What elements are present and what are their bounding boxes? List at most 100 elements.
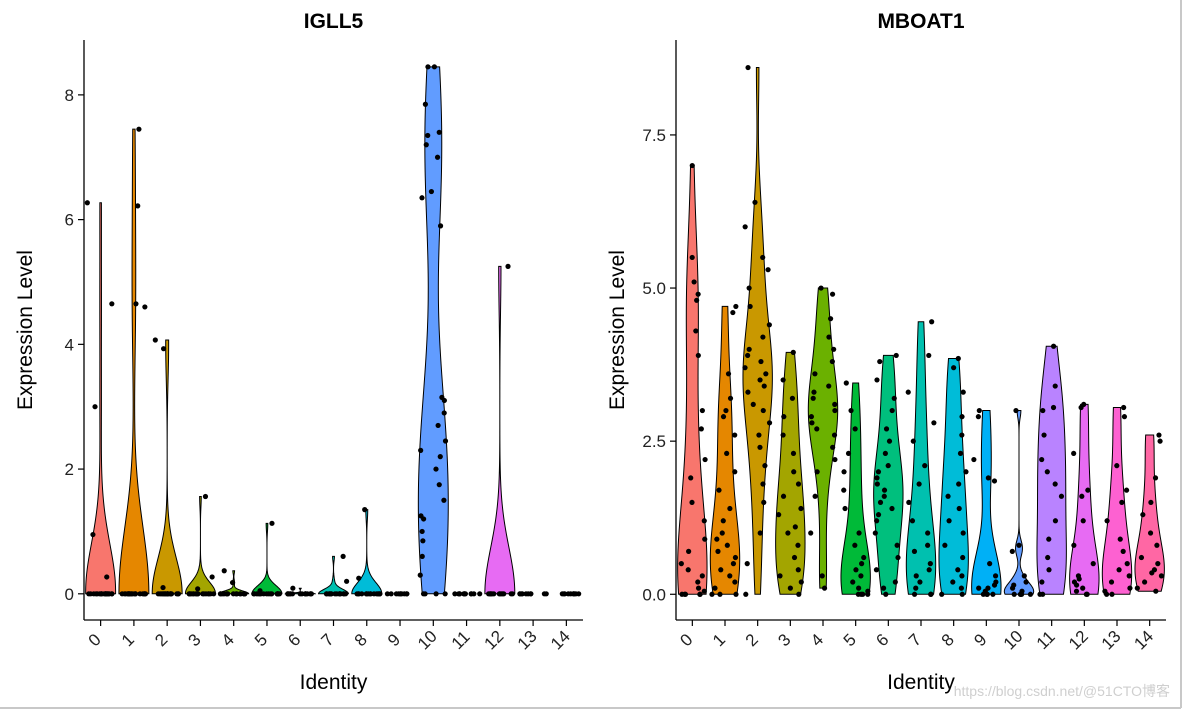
- data-point: [841, 487, 847, 493]
- data-point: [418, 447, 424, 453]
- data-point: [195, 591, 201, 597]
- data-point: [1058, 493, 1065, 499]
- data-point: [723, 407, 729, 414]
- data-point: [404, 591, 410, 597]
- x-tick-label: 1: [709, 630, 729, 650]
- data-point: [975, 414, 981, 420]
- data-point: [889, 407, 895, 414]
- data-point: [388, 591, 394, 597]
- data-point: [1109, 591, 1115, 597]
- data-point: [1073, 588, 1080, 594]
- data-point: [174, 591, 180, 597]
- data-point: [762, 463, 768, 469]
- data-point: [1149, 570, 1155, 576]
- data-point: [425, 132, 431, 139]
- data-point: [1147, 530, 1154, 536]
- data-point: [829, 291, 836, 297]
- data-point: [730, 561, 737, 567]
- data-point: [371, 591, 377, 597]
- data-point: [931, 420, 937, 426]
- data-point: [910, 438, 916, 444]
- violin: [1003, 410, 1035, 595]
- data-point: [895, 554, 901, 561]
- x-tick-label: 9: [384, 630, 404, 650]
- data-point: [859, 561, 865, 567]
- data-point: [471, 591, 477, 597]
- data-point: [1080, 585, 1086, 591]
- data-point: [765, 267, 771, 273]
- data-point: [678, 561, 684, 567]
- data-point: [1148, 499, 1154, 506]
- x-tick-label: 14: [1130, 627, 1157, 654]
- violin: [807, 287, 839, 589]
- data-point: [752, 199, 758, 205]
- watermark: https://blog.csdn.net/@51CTO博客: [954, 683, 1170, 699]
- data-point: [963, 469, 969, 475]
- data-point: [109, 591, 115, 597]
- data-point: [523, 591, 529, 597]
- data-point: [717, 591, 723, 597]
- y-tick-label: 0.0: [642, 585, 666, 604]
- data-point: [957, 450, 964, 457]
- data-point: [874, 475, 880, 481]
- data-point: [1121, 404, 1127, 411]
- data-point: [442, 591, 448, 597]
- data-point: [892, 579, 898, 585]
- data-point: [742, 224, 748, 230]
- data-point: [689, 499, 695, 506]
- data-point: [363, 591, 369, 597]
- data-point: [258, 591, 264, 597]
- data-point: [911, 548, 918, 555]
- data-point: [508, 591, 514, 597]
- data-point: [882, 450, 888, 457]
- data-point: [137, 591, 143, 597]
- data-point: [1085, 487, 1091, 493]
- data-point: [84, 200, 90, 206]
- data-point: [456, 591, 462, 597]
- data-point: [732, 554, 739, 561]
- data-point: [885, 463, 891, 469]
- data-point: [732, 579, 738, 585]
- data-point: [419, 553, 425, 559]
- data-point: [712, 585, 718, 591]
- violin: [971, 410, 1002, 595]
- data-point: [694, 297, 700, 303]
- y-tick-label: 4: [65, 335, 74, 354]
- data-point: [874, 481, 880, 487]
- data-point: [1016, 542, 1022, 548]
- data-point: [756, 432, 762, 438]
- data-point: [1104, 591, 1110, 597]
- data-point: [376, 591, 382, 597]
- violin: [677, 165, 708, 595]
- data-point: [746, 285, 752, 291]
- data-point: [276, 591, 283, 597]
- data-point: [1126, 573, 1132, 579]
- data-point: [893, 352, 899, 359]
- data-point: [950, 579, 956, 585]
- data-point: [362, 507, 368, 513]
- data-point: [812, 493, 818, 499]
- data-point: [1155, 561, 1161, 567]
- x-tick-label: 6: [872, 630, 892, 650]
- data-point: [991, 582, 998, 588]
- data-point: [889, 505, 895, 512]
- data-point: [190, 591, 196, 597]
- data-point: [1120, 548, 1126, 555]
- data-point: [780, 432, 786, 438]
- data-point: [829, 358, 835, 365]
- x-tick-label: 0: [85, 630, 105, 650]
- data-point: [827, 316, 834, 322]
- data-point: [565, 591, 571, 597]
- data-point: [810, 395, 816, 401]
- data-point: [269, 591, 275, 597]
- data-point: [881, 493, 887, 499]
- data-point: [302, 591, 308, 597]
- x-tick-label: 3: [184, 630, 204, 650]
- data-point: [832, 407, 838, 414]
- data-point: [926, 352, 932, 359]
- data-point: [209, 574, 215, 580]
- violin: [251, 522, 283, 595]
- data-point: [785, 530, 791, 536]
- data-point: [1116, 567, 1122, 573]
